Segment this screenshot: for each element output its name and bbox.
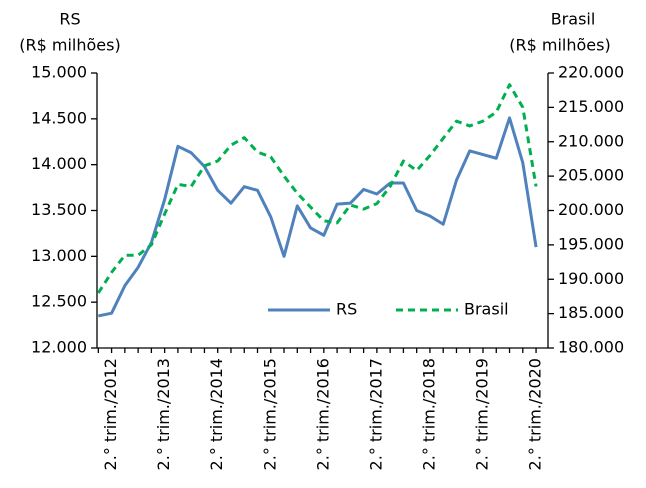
y-tick-label: 12.500: [31, 292, 87, 311]
x-tick-label: 2.° trim./2019: [473, 358, 492, 470]
y2-tick-label: 190.000: [558, 269, 624, 288]
y2-tick-label: 215.000: [558, 97, 624, 116]
y2-tick-label: 185.000: [558, 303, 624, 322]
y-axis-title: (R$ milhões): [19, 36, 120, 55]
legend-label: RS: [336, 300, 357, 319]
y2-tick-label: 220.000: [558, 63, 624, 82]
y2-axis-title: Brasil: [551, 10, 596, 29]
x-tick-label: 2.° trim./2015: [260, 358, 279, 470]
y-tick-label: 12.000: [31, 338, 87, 357]
y-tick-label: 15.000: [31, 63, 87, 82]
y2-tick-label: 200.000: [558, 200, 624, 219]
legend-label: Brasil: [464, 300, 509, 319]
y-tick-label: 13.500: [31, 200, 87, 219]
y-axis-title: RS: [59, 10, 80, 29]
series-line: [97, 83, 538, 294]
y2-tick-label: 210.000: [558, 131, 624, 150]
y-tick-label: 14.000: [31, 154, 87, 173]
series-line: [98, 116, 538, 318]
x-tick-label: 2.° trim./2012: [101, 358, 120, 470]
y2-axis-title: (R$ milhões): [509, 36, 610, 55]
x-tick-label: 2.° trim./2017: [366, 358, 385, 470]
x-tick-label: 2.° trim./2016: [313, 358, 332, 470]
x-tick-label: 2.° trim./2014: [207, 358, 226, 470]
y2-tick-label: 195.000: [558, 234, 624, 253]
x-tick-label: 2.° trim./2018: [419, 358, 438, 470]
y2-tick-label: 180.000: [558, 338, 624, 357]
y2-tick-label: 205.000: [558, 166, 624, 185]
y-tick-label: 14.500: [31, 108, 87, 127]
y-tick-label: 13.000: [31, 246, 87, 265]
x-tick-label: 2.° trim./2020: [526, 358, 545, 470]
x-tick-label: 2.° trim./2013: [154, 358, 173, 470]
